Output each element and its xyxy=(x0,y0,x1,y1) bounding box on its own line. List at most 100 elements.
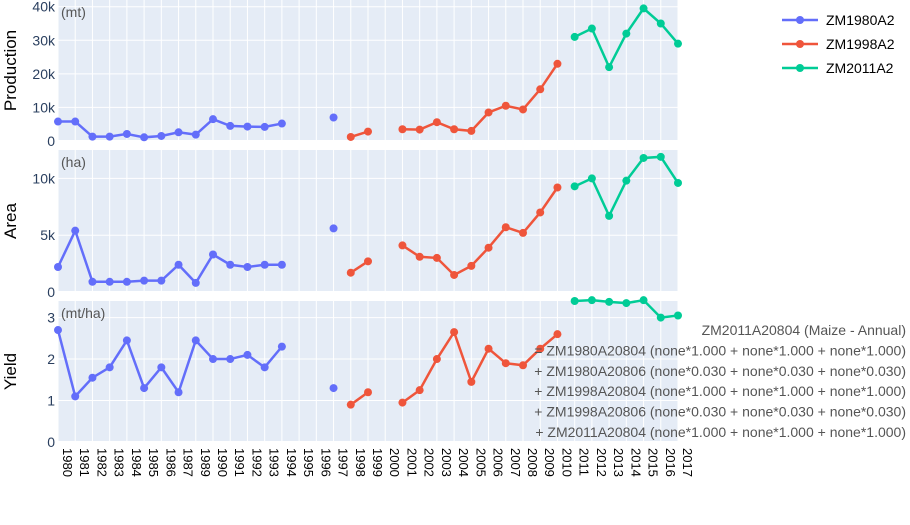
legend-label-ZM2011A2[interactable]: ZM2011A2 xyxy=(826,60,894,76)
data-point[interactable] xyxy=(157,131,166,140)
data-point[interactable] xyxy=(519,105,527,114)
data-point[interactable] xyxy=(639,296,648,305)
data-point[interactable] xyxy=(398,241,407,250)
data-point[interactable] xyxy=(226,260,235,269)
legend-marker-ZM1980A2[interactable] xyxy=(796,16,804,24)
data-point[interactable] xyxy=(587,174,596,183)
data-point[interactable] xyxy=(140,276,149,285)
data-point[interactable] xyxy=(398,125,407,134)
data-point[interactable] xyxy=(71,392,80,401)
data-point[interactable] xyxy=(346,268,355,277)
data-point[interactable] xyxy=(415,125,424,134)
data-point[interactable] xyxy=(88,373,97,382)
data-point[interactable] xyxy=(553,330,562,339)
data-point[interactable] xyxy=(656,152,665,161)
data-point[interactable] xyxy=(656,313,665,322)
data-point[interactable] xyxy=(639,153,648,162)
data-point[interactable] xyxy=(484,108,493,117)
data-point[interactable] xyxy=(432,253,441,262)
data-point[interactable] xyxy=(432,355,441,364)
data-point[interactable] xyxy=(260,363,269,372)
legend-label-ZM1980A2[interactable]: ZM1980A2 xyxy=(826,12,895,28)
data-point[interactable] xyxy=(398,398,407,407)
data-point[interactable] xyxy=(88,132,97,141)
data-point[interactable] xyxy=(622,299,631,308)
legend-marker-ZM1998A2[interactable] xyxy=(796,40,804,48)
data-point[interactable] xyxy=(674,39,682,48)
data-point[interactable] xyxy=(536,85,545,94)
data-point[interactable] xyxy=(122,277,131,286)
data-point[interactable] xyxy=(450,328,459,337)
data-point[interactable] xyxy=(122,129,131,138)
data-point[interactable] xyxy=(364,127,372,136)
data-point[interactable] xyxy=(122,336,131,345)
data-point[interactable] xyxy=(346,132,355,141)
data-point[interactable] xyxy=(553,59,562,68)
data-point[interactable] xyxy=(501,223,510,232)
data-point[interactable] xyxy=(191,130,200,139)
data-point[interactable] xyxy=(54,117,62,126)
data-point[interactable] xyxy=(587,24,596,33)
data-point[interactable] xyxy=(277,342,286,351)
data-point[interactable] xyxy=(277,260,286,269)
data-point[interactable] xyxy=(329,384,338,393)
data-point[interactable] xyxy=(346,400,355,409)
data-point[interactable] xyxy=(415,386,424,395)
data-point[interactable] xyxy=(553,183,562,192)
data-point[interactable] xyxy=(174,388,183,397)
data-point[interactable] xyxy=(88,277,97,286)
data-point[interactable] xyxy=(674,178,682,187)
data-point[interactable] xyxy=(605,297,614,306)
data-point[interactable] xyxy=(501,359,510,368)
data-point[interactable] xyxy=(484,243,493,252)
data-point[interactable] xyxy=(536,208,545,217)
data-point[interactable] xyxy=(174,128,183,137)
data-point[interactable] xyxy=(432,118,441,127)
data-point[interactable] xyxy=(174,260,183,269)
legend-marker-ZM2011A2[interactable] xyxy=(796,64,804,72)
data-point[interactable] xyxy=(191,336,200,345)
data-point[interactable] xyxy=(415,252,424,261)
data-point[interactable] xyxy=(570,182,579,191)
data-point[interactable] xyxy=(656,19,665,28)
data-point[interactable] xyxy=(243,350,252,359)
data-point[interactable] xyxy=(226,121,235,130)
data-point[interactable] xyxy=(501,101,510,110)
data-point[interactable] xyxy=(519,361,527,370)
data-point[interactable] xyxy=(105,132,114,141)
data-point[interactable] xyxy=(140,133,149,142)
data-point[interactable] xyxy=(209,250,217,259)
data-point[interactable] xyxy=(277,119,286,128)
data-point[interactable] xyxy=(467,126,476,135)
data-point[interactable] xyxy=(467,261,476,270)
data-point[interactable] xyxy=(105,277,114,286)
data-point[interactable] xyxy=(157,363,166,372)
data-point[interactable] xyxy=(54,326,62,335)
data-point[interactable] xyxy=(243,263,252,272)
data-point[interactable] xyxy=(191,278,200,287)
data-point[interactable] xyxy=(329,224,338,233)
data-point[interactable] xyxy=(639,4,648,13)
data-point[interactable] xyxy=(157,276,166,285)
data-point[interactable] xyxy=(71,226,80,235)
data-point[interactable] xyxy=(364,257,372,266)
data-point[interactable] xyxy=(209,115,217,124)
data-point[interactable] xyxy=(519,228,527,237)
data-point[interactable] xyxy=(622,29,631,38)
legend-label-ZM1998A2[interactable]: ZM1998A2 xyxy=(826,36,895,52)
data-point[interactable] xyxy=(243,122,252,131)
data-point[interactable] xyxy=(467,377,476,386)
data-point[interactable] xyxy=(105,363,114,372)
data-point[interactable] xyxy=(329,113,338,122)
data-point[interactable] xyxy=(622,176,631,185)
data-point[interactable] xyxy=(54,263,62,272)
data-point[interactable] xyxy=(260,122,269,131)
data-point[interactable] xyxy=(536,344,545,353)
data-point[interactable] xyxy=(226,355,235,364)
data-point[interactable] xyxy=(450,125,459,134)
data-point[interactable] xyxy=(450,270,459,279)
data-point[interactable] xyxy=(570,32,579,41)
data-point[interactable] xyxy=(140,384,149,393)
data-point[interactable] xyxy=(260,260,269,269)
data-point[interactable] xyxy=(587,296,596,305)
